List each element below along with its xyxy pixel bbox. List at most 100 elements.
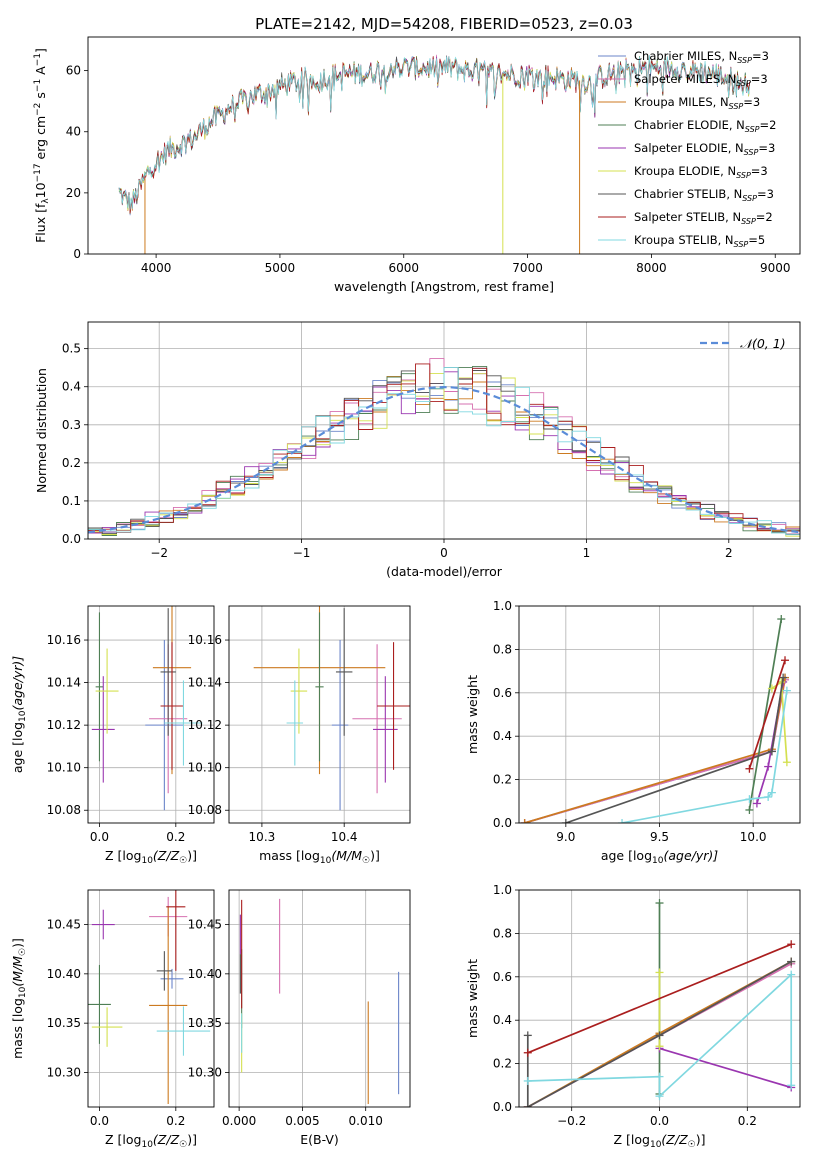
y-axis-label: Normed distribution xyxy=(34,368,49,493)
x-tick-label: 2 xyxy=(725,546,733,560)
y-tick-label: 10.30 xyxy=(47,1065,81,1079)
error-point-2 xyxy=(149,906,188,1105)
y-axis-label: mass weight xyxy=(465,959,480,1038)
age-vs-z-panel: 0.0 0.2 10.08 10.10 10.12 10.14 10.16 Z [log10(… xyxy=(10,605,215,866)
weight-marker xyxy=(781,656,790,665)
x-tick-label: 10.4 xyxy=(331,830,358,844)
error-point-7 xyxy=(377,642,410,770)
legend-entry: Chabrier STELIB, NSSP=3 xyxy=(634,187,774,203)
weight-marker xyxy=(764,792,773,801)
weight-marker xyxy=(655,1042,664,1051)
weight-marker xyxy=(655,1092,664,1101)
legend-entry: Salpeter MILES, NSSP=3 xyxy=(634,72,768,88)
x-axis-label: Z [log10(Z/Z☉)] xyxy=(614,1132,706,1150)
weight-marker xyxy=(523,1076,532,1085)
y-tick-label: 0.4 xyxy=(493,1013,512,1027)
y-tick-label: 40 xyxy=(66,125,81,139)
spectrum-line-8 xyxy=(118,55,751,210)
x-tick-label: −2 xyxy=(150,546,168,560)
y-tick-label: 0.3 xyxy=(62,418,81,432)
error-point-5 xyxy=(91,1007,123,1047)
y-tick-label: 10.14 xyxy=(47,676,81,690)
x-tick-label: 10.3 xyxy=(249,830,276,844)
y-tick-label: 0 xyxy=(73,247,81,261)
weight-vs-z-panel: −0.2 0.0 0.2 0.0 0.2 0.4 0.6 0.8 1.0 Z [log10(Z/Z… xyxy=(465,883,801,1150)
y-tick-label: 1.0 xyxy=(493,883,512,897)
weight-marker xyxy=(523,1048,532,1057)
y-tick-label: 0.6 xyxy=(493,970,512,984)
weight-marker xyxy=(745,805,754,814)
y-tick-label: 0.2 xyxy=(62,456,81,470)
x-tick-label: 7000 xyxy=(512,261,543,275)
x-tick-label: 0.2 xyxy=(738,1114,757,1128)
error-point-7 xyxy=(166,890,186,971)
weight-series-7 xyxy=(527,943,792,1054)
error-point-8 xyxy=(156,1006,211,1056)
y-axis-label: mass [log10(M/M☉)] xyxy=(10,938,28,1059)
y-tick-label: 10.12 xyxy=(188,718,222,732)
error-point-6 xyxy=(335,608,353,736)
y-tick-label: 0.8 xyxy=(493,642,512,656)
age-vs-mass-panel: 10.3 10.4 10.08 10.10 10.12 10.14 10.16 mass [l… xyxy=(188,605,411,866)
x-tick-label: 10.0 xyxy=(740,830,767,844)
weight-marker xyxy=(764,762,773,771)
weight-marker xyxy=(523,1103,532,1107)
y-tick-label: 0.1 xyxy=(62,494,81,508)
error-point-5 xyxy=(290,648,308,734)
axes-frame xyxy=(87,605,215,824)
y-tick-label: 10.12 xyxy=(47,718,81,732)
error-point-8 xyxy=(286,680,304,766)
weight-marker xyxy=(767,747,776,756)
x-tick-label: 0 xyxy=(440,546,448,560)
x-tick-label: 0.005 xyxy=(285,1114,319,1128)
weight-marker xyxy=(618,819,627,823)
x-tick-label: −0.2 xyxy=(557,1114,586,1128)
y-tick-label: 10.08 xyxy=(47,803,81,817)
x-tick-label: 1 xyxy=(583,546,591,560)
legend-entry: Kroupa MILES, NSSP=3 xyxy=(634,95,760,111)
y-tick-label: 10.16 xyxy=(188,633,222,647)
error-point-7 xyxy=(160,642,184,770)
residuals-panel: −2 −1 0 1 2 0.0 0.1 0.2 0.3 0.4 0.5 𝒩(0, 1) (data-mo… xyxy=(34,321,801,579)
weight-marker xyxy=(787,957,796,966)
x-tick-label: 4000 xyxy=(141,261,172,275)
weight-marker xyxy=(779,673,788,682)
error-point-6 xyxy=(160,608,176,736)
x-axis-label: Z [log10(Z/Z☉)] xyxy=(105,848,197,866)
y-tick-label: 0.2 xyxy=(493,1057,512,1071)
mass-vs-z-plot xyxy=(88,890,211,1105)
x-tick-label: 0.0 xyxy=(90,1114,109,1128)
error-point-0 xyxy=(331,640,349,811)
weight-marker xyxy=(787,1081,796,1090)
y-tick-label: 10.35 xyxy=(47,1016,81,1030)
weight-marker xyxy=(655,968,664,977)
x-axis-label: E(B-V) xyxy=(300,1132,339,1147)
error-point-3 xyxy=(88,964,111,1044)
weight-vs-age-panel: 9.0 9.5 10.0 0.0 0.2 0.4 0.6 0.8 1.0 age [log10(a… xyxy=(465,599,801,866)
error-point-3 xyxy=(95,612,104,762)
x-tick-label: −1 xyxy=(293,546,311,560)
y-tick-label: 20 xyxy=(66,186,81,200)
x-tick-label: 5000 xyxy=(265,261,296,275)
spectrum-plot xyxy=(118,54,751,254)
legend-entry: 𝒩(0, 1) xyxy=(740,336,786,351)
legend-entry: Chabrier MILES, NSSP=3 xyxy=(634,49,769,65)
axes-frame xyxy=(228,605,411,824)
y-tick-label: 10.40 xyxy=(47,967,81,981)
weight-marker xyxy=(745,795,754,804)
weight-marker xyxy=(523,1031,532,1040)
y-tick-label: 10.35 xyxy=(188,1016,222,1030)
weight-marker xyxy=(520,819,529,823)
x-axis-label: mass [log10(M/M☉)] xyxy=(259,848,380,866)
x-tick-label: 0.0 xyxy=(650,1114,669,1128)
y-tick-label: 10.08 xyxy=(188,803,222,817)
x-axis-label: Z [log10(Z/Z☉)] xyxy=(105,1132,197,1150)
x-tick-label: 0.000 xyxy=(222,1114,256,1128)
spectrum-panel: 4000 5000 6000 7000 8000 9000 0 20 40 60 Chabrier … xyxy=(33,36,801,294)
y-tick-label: 10.45 xyxy=(47,918,81,932)
x-tick-label: 9.0 xyxy=(556,830,575,844)
legend-entry: Kroupa STELIB, NSSP=5 xyxy=(634,233,765,249)
age-vs-z-plot xyxy=(91,606,203,811)
weight-marker xyxy=(561,819,570,823)
